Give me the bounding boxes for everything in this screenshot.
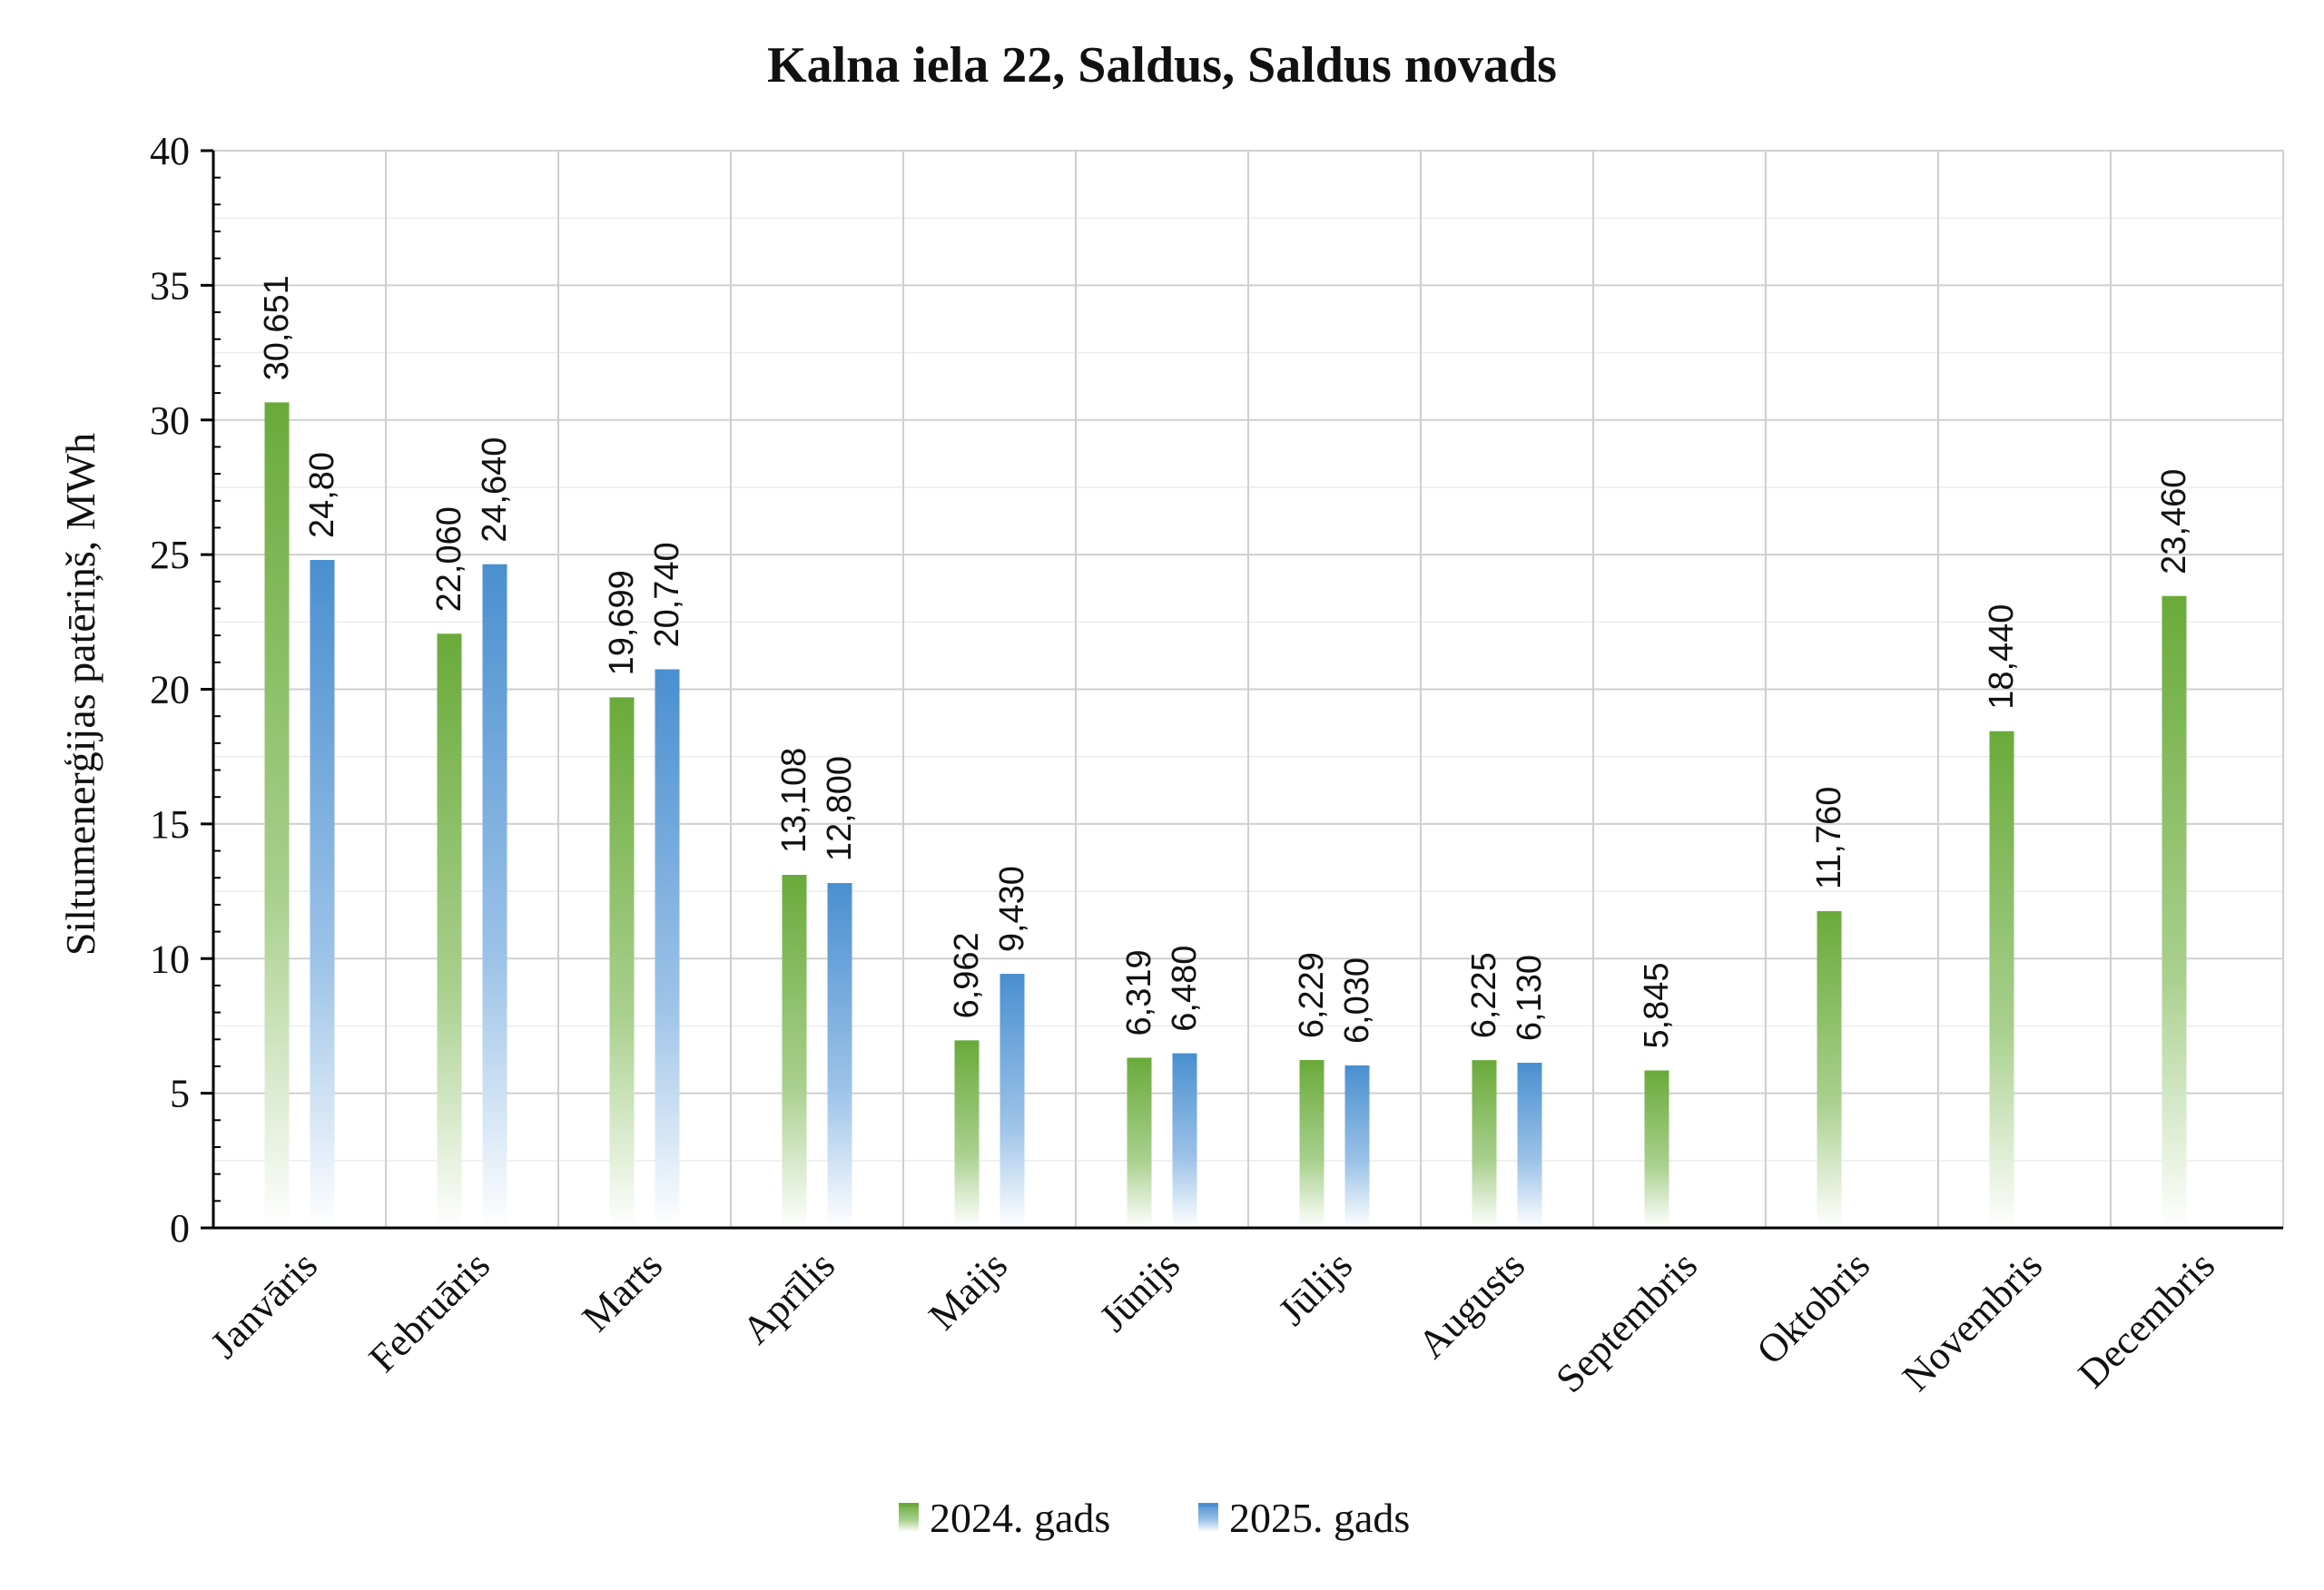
bar-top xyxy=(310,560,335,565)
y-tick-label: 20 xyxy=(150,668,190,712)
x-tick-label: Augusts xyxy=(1409,1242,1533,1367)
legend-swatch-top xyxy=(1198,1503,1218,1507)
bar xyxy=(1000,974,1025,1228)
x-tick-label: Februāris xyxy=(360,1242,498,1380)
bar xyxy=(1644,1070,1669,1228)
bar xyxy=(1817,911,1842,1228)
bar xyxy=(264,402,290,1228)
bar xyxy=(782,875,807,1228)
bar-top xyxy=(782,875,807,880)
x-tick-label: Maijs xyxy=(921,1242,1017,1339)
y-tick-label: 25 xyxy=(150,533,190,577)
x-tick-label: Aprīlis xyxy=(734,1242,843,1352)
data-label: 20,740 xyxy=(648,542,686,647)
bar-top xyxy=(437,633,462,639)
y-tick-label: 15 xyxy=(150,802,190,847)
data-label: 6,480 xyxy=(1166,946,1204,1032)
y-tick-label: 35 xyxy=(150,263,190,308)
bar-top xyxy=(1817,911,1842,917)
bar xyxy=(1344,1065,1370,1228)
bar xyxy=(954,1040,980,1228)
data-label: 18,440 xyxy=(1983,604,2021,710)
x-tick-label: Oktobris xyxy=(1748,1242,1879,1373)
legend-label: 2025. gads xyxy=(1229,1495,1410,1541)
bar xyxy=(310,560,335,1228)
y-tick-label: 40 xyxy=(150,129,190,173)
bars xyxy=(264,402,2187,1228)
data-label: 23,460 xyxy=(2155,469,2193,574)
y-tick-label: 10 xyxy=(150,937,190,981)
bar-top xyxy=(1000,974,1025,979)
data-label: 6,030 xyxy=(1338,957,1376,1044)
legend-swatch-top xyxy=(899,1503,919,1507)
data-label: 22,060 xyxy=(430,506,468,612)
bar-top xyxy=(1989,731,2014,736)
bar xyxy=(1472,1060,1497,1228)
bar-top xyxy=(1299,1060,1324,1065)
bar xyxy=(1172,1053,1197,1228)
data-label: 30,651 xyxy=(258,275,296,380)
data-label: 24,640 xyxy=(476,437,514,543)
bar xyxy=(437,633,462,1228)
bar-top xyxy=(954,1040,980,1045)
bar xyxy=(482,564,507,1228)
data-label: 6,225 xyxy=(1465,952,1503,1038)
data-label: 24,80 xyxy=(303,452,341,538)
bar-top xyxy=(609,697,635,702)
x-tick-label: Jūnijs xyxy=(1091,1242,1188,1340)
x-tick-label: Novembris xyxy=(1894,1242,2051,1399)
x-tick-label: Jūlijs xyxy=(1270,1242,1361,1333)
data-label: 11,760 xyxy=(1810,787,1848,889)
bar xyxy=(1989,731,2014,1228)
data-label: 6,130 xyxy=(1511,955,1549,1041)
data-label: 5,845 xyxy=(1638,962,1676,1048)
bar-top xyxy=(1472,1060,1497,1065)
axes: 0 5 10 15 20 25 30 35 40 Janvāris Februāris Marts Ap… xyxy=(150,129,2283,1401)
y-axis-label: Siltumenerģijas patēriņš, MWh xyxy=(57,433,103,956)
data-label: 6,319 xyxy=(1120,949,1158,1035)
bar-top xyxy=(264,402,290,407)
bar-top xyxy=(1344,1065,1370,1071)
y-tick-label: 30 xyxy=(150,398,190,443)
legend-swatch xyxy=(1198,1503,1218,1532)
bar-top xyxy=(2162,595,2187,601)
bar xyxy=(1299,1060,1324,1228)
data-label: 6,229 xyxy=(1293,952,1331,1038)
bar-top xyxy=(827,883,852,888)
data-label: 9,430 xyxy=(993,866,1031,952)
bar xyxy=(1127,1057,1152,1228)
data-label: 19,699 xyxy=(603,570,641,675)
bar xyxy=(655,669,680,1228)
x-tick-label: Decembris xyxy=(2070,1242,2223,1396)
x-tick-label: Septembris xyxy=(1547,1242,1706,1401)
legend: 2024. gads 2025. gads xyxy=(899,1495,1410,1541)
data-label: 12,800 xyxy=(821,756,859,861)
bar-top xyxy=(1517,1063,1542,1068)
grid xyxy=(213,150,2284,1228)
bar xyxy=(609,697,635,1228)
bar-top xyxy=(482,564,507,569)
bar-top xyxy=(1127,1057,1152,1063)
bar-top xyxy=(1644,1070,1669,1075)
legend-label: 2024. gads xyxy=(930,1495,1110,1541)
y-tick-label: 5 xyxy=(170,1072,190,1116)
y-tick-label: 0 xyxy=(170,1206,190,1251)
bar xyxy=(2162,595,2187,1228)
x-tick-label: Marts xyxy=(574,1242,671,1340)
bar-top xyxy=(1172,1053,1197,1058)
bar xyxy=(1517,1063,1542,1228)
data-label: 13,108 xyxy=(775,748,813,853)
data-label: 6,962 xyxy=(948,932,986,1018)
x-tick-label: Janvāris xyxy=(202,1242,326,1367)
bar xyxy=(827,883,852,1228)
legend-swatch xyxy=(899,1503,919,1532)
bar-top xyxy=(655,669,680,674)
chart-title: Kalna iela 22, Saldus, Saldus novads xyxy=(767,37,1557,93)
